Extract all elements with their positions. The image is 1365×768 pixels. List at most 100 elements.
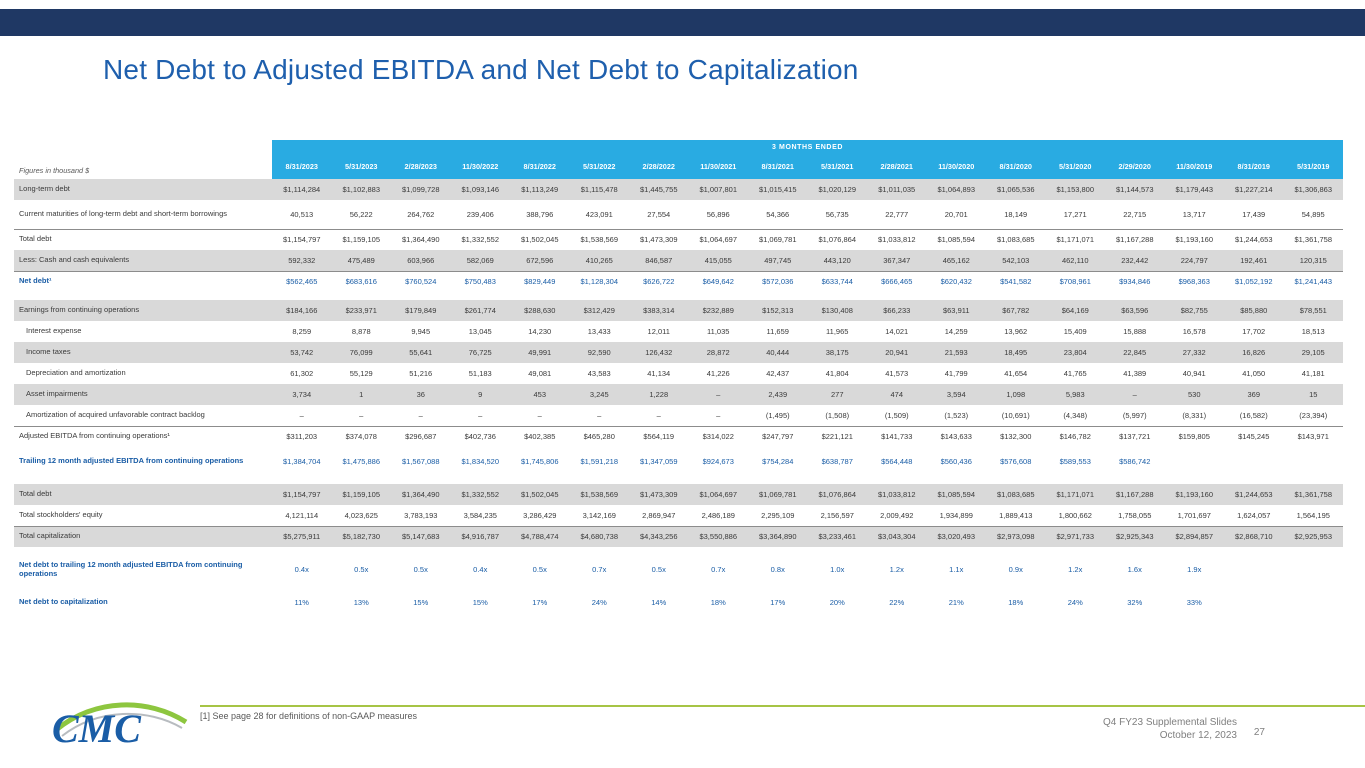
table-row: Income taxes 53,742 76,099 55,641 76,725 49,9… <box>14 342 1343 363</box>
cell-value: 41,573 <box>885 369 909 378</box>
cell-value: 475,489 <box>347 255 375 265</box>
cell-value: 56,735 <box>825 209 849 219</box>
row-label: Income taxes <box>26 347 71 357</box>
cell-value: $288,630 <box>524 306 556 315</box>
cell-value: $221,121 <box>807 425 867 447</box>
column-header-date: 11/30/2022 <box>450 154 510 179</box>
cell-value: (1,509) <box>884 410 909 420</box>
cell-value: 22% <box>889 598 905 607</box>
cell-value: $1,159,105 <box>342 490 381 499</box>
cell-value: 3,142,169 <box>582 510 616 520</box>
spacer-row <box>14 584 1343 592</box>
cell-value: 1.2x <box>889 565 904 574</box>
cell-value: $247,797 <box>748 425 808 447</box>
cell-value: $63,596 <box>1121 306 1149 315</box>
cell-value: 410,265 <box>585 255 613 265</box>
cell-value: 497,745 <box>764 255 792 265</box>
cell-value: 0.5x <box>413 565 428 574</box>
cell-value: $1,154,797 <box>272 228 332 250</box>
cell-value: $1,033,812 <box>877 490 916 499</box>
cell-value: $261,774 <box>464 306 496 315</box>
column-header-date: 11/30/2020 <box>926 154 986 179</box>
row-label: Earnings from continuing operations <box>19 305 140 315</box>
cell-value: 54,366 <box>766 209 790 219</box>
cell-value: 672,596 <box>526 255 554 265</box>
cell-value: 51,183 <box>468 369 492 378</box>
cell-value: 28,872 <box>706 348 730 357</box>
cell-value: 0.9x <box>1008 565 1023 574</box>
cell-value: 38,175 <box>825 348 849 357</box>
cell-value <box>1224 555 1284 584</box>
cell-value: 15 <box>1309 390 1318 399</box>
cell-value: $754,284 <box>762 457 794 466</box>
footer-deck-title: Q4 FY23 Supplemental Slides <box>1103 717 1237 728</box>
cell-value: $1,244,653 <box>1224 228 1284 250</box>
cell-value: $2,894,857 <box>1164 525 1224 547</box>
cell-value: $1,052,192 <box>1224 270 1284 292</box>
cell-value: $1,102,883 <box>342 185 381 194</box>
cell-value: 14,259 <box>944 327 968 336</box>
cell-value: 55,641 <box>409 348 433 357</box>
cell-value: 277 <box>830 390 844 399</box>
cell-value: 15% <box>413 598 429 607</box>
cell-value: 0.5x <box>651 565 666 574</box>
cell-value: 126,432 <box>645 348 673 357</box>
cell-value: 1,889,413 <box>999 510 1033 520</box>
table-row: Asset impairments 3,734 1 36 9 453 3,245 1,228–… <box>14 384 1343 405</box>
cell-value: $1,064,697 <box>699 490 738 499</box>
cell-value: $143,971 <box>1283 425 1343 447</box>
footer-divider <box>200 705 1365 707</box>
cell-value: $1,193,160 <box>1164 228 1224 250</box>
cell-value: 9 <box>478 390 483 399</box>
table-row: Total debt $1,154,797 $1,159,105 $1,364,490… <box>14 484 1343 505</box>
cell-value: 56,896 <box>706 209 730 219</box>
cell-value: $1,115,478 <box>580 185 618 194</box>
spacer-row <box>14 547 1343 555</box>
cell-value: 92,590 <box>587 348 611 357</box>
cmc-logo-graphic: CMC <box>52 702 188 751</box>
cell-value: 582,069 <box>466 255 494 265</box>
column-header-date: 8/31/2022 <box>510 154 570 179</box>
cell-value: $1,538,569 <box>580 490 619 499</box>
table-row: Less: Cash and cash equivalents 592,332 47… <box>14 250 1343 271</box>
cell-value: 1.2x <box>1068 565 1083 574</box>
cell-value: $82,755 <box>1180 306 1208 315</box>
cell-value: $130,408 <box>821 306 853 315</box>
cell-value: $3,020,493 <box>926 525 986 547</box>
cell-value: 3,245 <box>589 390 609 399</box>
cell-value: $1,114,284 <box>283 185 321 194</box>
cell-value: 17% <box>532 598 548 607</box>
cell-value: 22,845 <box>1123 348 1147 357</box>
cell-value: 0.4x <box>473 565 488 574</box>
column-header-date: 2/28/2021 <box>867 154 927 179</box>
cell-value: $1,502,045 <box>520 490 559 499</box>
column-header-date: 11/30/2021 <box>688 154 748 179</box>
cell-value: $5,182,730 <box>331 525 391 547</box>
cell-value: $4,788,474 <box>510 525 570 547</box>
cell-value: $314,022 <box>688 425 748 447</box>
table-row: Interest expense 8,259 8,878 9,945 13,045 14,… <box>14 321 1343 342</box>
cell-value: 61,302 <box>290 369 314 378</box>
cell-value: 18,495 <box>1004 348 1028 357</box>
cell-value: 20,941 <box>885 348 909 357</box>
cell-value: 0.4x <box>294 565 309 574</box>
cell-value: $374,078 <box>331 425 391 447</box>
cell-value: 40,444 <box>766 348 790 357</box>
cell-value: 51,216 <box>409 369 433 378</box>
cell-value: 41,050 <box>1242 369 1266 378</box>
table-row: Net debt to capitalization 11% 13% 15% 15% 17… <box>14 592 1343 613</box>
cell-value: $145,245 <box>1224 425 1284 447</box>
cell-value: $750,483 <box>450 270 510 292</box>
cell-value: 1.1x <box>949 565 964 574</box>
cell-value: $1,153,800 <box>1056 185 1095 194</box>
cell-value: $85,880 <box>1240 306 1268 315</box>
cell-value: 24% <box>1067 598 1083 607</box>
cell-value: $1,085,594 <box>937 490 976 499</box>
cell-value <box>1165 447 1225 476</box>
cell-value: 13,433 <box>587 327 611 336</box>
table-row: Current maturities of long-term debt and… <box>14 200 1343 229</box>
cell-value: $708,961 <box>1045 270 1105 292</box>
cell-value: 474 <box>890 390 903 399</box>
cell-value: $541,582 <box>986 270 1046 292</box>
cell-value: $1,227,214 <box>1234 185 1273 194</box>
